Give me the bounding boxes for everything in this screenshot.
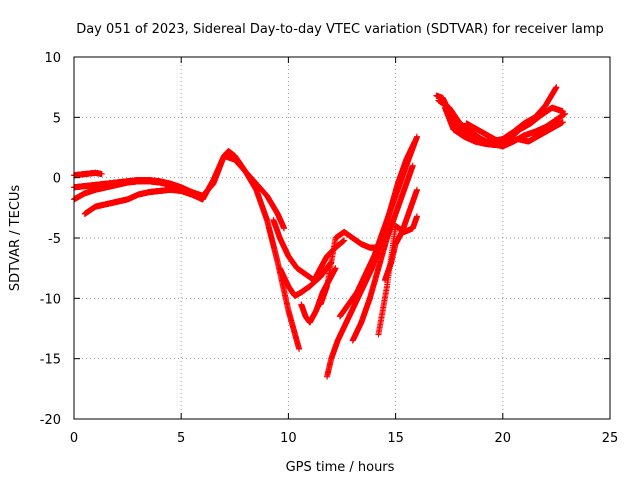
- data-points: [71, 84, 568, 380]
- series-arc-a: [71, 170, 105, 178]
- chart-title: Day 051 of 2023, Sidereal Day-to-day VTE…: [76, 22, 604, 37]
- grid-lines: [74, 57, 610, 419]
- series-arc-d: [82, 148, 302, 352]
- series-arc-j: [337, 134, 420, 320]
